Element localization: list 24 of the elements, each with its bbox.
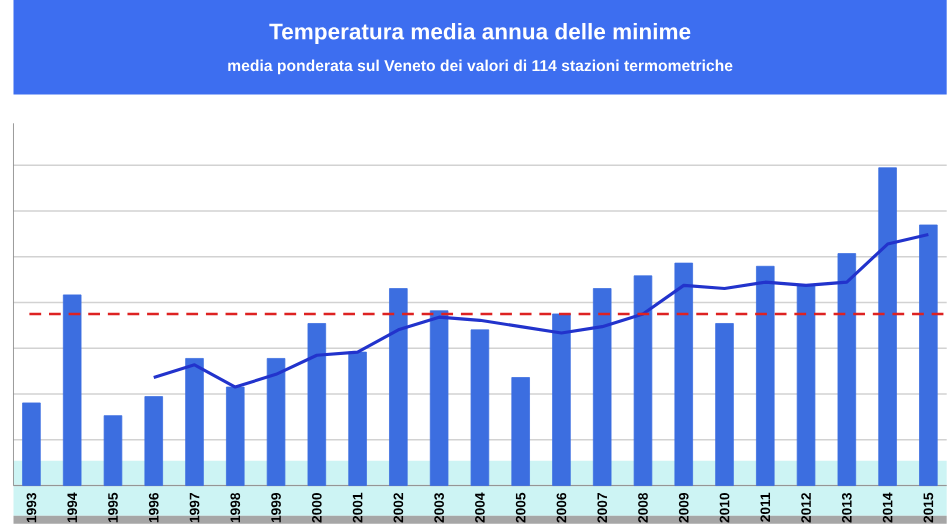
bar: [266, 358, 286, 487]
bar: [348, 351, 367, 487]
bar: [470, 329, 490, 487]
bar: [22, 402, 41, 487]
bar: [226, 386, 245, 487]
bar: [919, 224, 938, 487]
chart-title: Temperatura media annua delle minime: [269, 23, 691, 45]
bar: [674, 262, 693, 487]
bar: [511, 377, 530, 487]
bar: [878, 167, 897, 487]
bar: [592, 288, 612, 487]
bar: [307, 323, 327, 487]
bar: [552, 313, 571, 487]
bar: [837, 253, 857, 487]
bar: [144, 396, 163, 487]
bar: [62, 294, 82, 487]
bar: [185, 358, 204, 487]
bar: [103, 415, 123, 487]
bar: [633, 275, 653, 487]
bar: [389, 288, 408, 487]
bar: [715, 323, 734, 487]
bar: [756, 266, 775, 487]
bar: [796, 285, 816, 487]
bar: [429, 310, 449, 487]
